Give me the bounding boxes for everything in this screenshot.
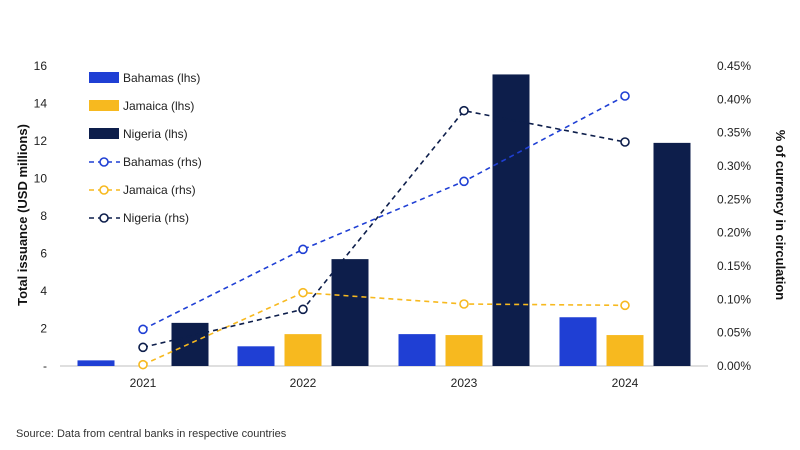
y-right-tick-label: 0.20% <box>717 226 751 240</box>
bar-bahamas-2022 <box>237 346 275 366</box>
y-right-tick-label: 0.10% <box>717 292 751 306</box>
y-axis-left-label: Total issuance (USD millions) <box>15 124 30 306</box>
bar-bahamas-2021 <box>77 360 115 366</box>
legend-label: Jamaica (lhs) <box>123 99 194 113</box>
legend-label: Nigeria (lhs) <box>123 127 188 141</box>
legend-label: Bahamas (rhs) <box>123 155 202 169</box>
point-bahamas-2021 <box>138 324 148 335</box>
point-jamaica-2022 <box>298 287 308 298</box>
y-right-tick-label: 0.40% <box>717 92 751 106</box>
point-nigeria-2024 <box>620 137 630 147</box>
source-note: Source: Data from central banks in respe… <box>16 428 287 440</box>
y-left-tick-label: 14 <box>34 97 48 111</box>
legend-label: Jamaica (rhs) <box>123 183 196 197</box>
y-left-tick-label: - <box>43 359 47 373</box>
point-nigeria-2022 <box>298 304 308 315</box>
y-left-tick-label: 2 <box>40 322 47 336</box>
line-nigeria <box>142 109 626 349</box>
point-bahamas-2022 <box>298 244 308 255</box>
point-nigeria-2021 <box>138 342 148 353</box>
legend-swatch-bar-bahamas <box>89 72 119 83</box>
x-tick-label: 2021 <box>130 376 157 390</box>
y-right-tick-label: 0.15% <box>717 259 751 273</box>
legend-marker-jamaica <box>99 185 109 195</box>
y-left-tick-label: 6 <box>40 247 47 261</box>
y-axis-right-label: % of currency in circulation <box>773 130 788 301</box>
y-left-tick-label: 4 <box>40 284 47 298</box>
bar-nigeria-2023 <box>492 74 530 366</box>
y-right-tick-label: 0.05% <box>717 326 751 340</box>
point-bahamas-2024 <box>620 91 630 101</box>
bar-nigeria-2022 <box>331 259 369 366</box>
x-tick-label: 2023 <box>451 376 478 390</box>
y-right-tick-label: 0.45% <box>717 59 751 73</box>
bar-nigeria-2024 <box>653 142 691 366</box>
y-left-tick-label: 16 <box>34 59 48 73</box>
legend-swatch-bar-jamaica <box>89 100 119 111</box>
legend-marker-bahamas <box>99 157 109 167</box>
lines <box>138 91 630 370</box>
left-axis-ticks: - 2 4 6 8 10 12 14 16 <box>34 59 48 373</box>
point-nigeria-2023 <box>459 105 469 116</box>
x-tick-label: 2022 <box>290 376 317 390</box>
point-jamaica-2024 <box>620 300 630 311</box>
x-tick-label: 2024 <box>612 376 639 390</box>
bar-jamaica-2024 <box>606 335 644 366</box>
point-jamaica-2021 <box>138 359 148 370</box>
x-axis-labels: 2021 2022 2023 2024 <box>130 376 639 390</box>
y-right-tick-label: 0.25% <box>717 192 751 206</box>
y-left-tick-label: 8 <box>40 209 47 223</box>
line-bahamas <box>142 95 626 331</box>
legend-label: Bahamas (lhs) <box>123 71 200 85</box>
bar-jamaica-2023 <box>445 335 483 366</box>
legend-marker-nigeria <box>99 213 109 223</box>
y-left-tick-label: 12 <box>34 134 48 148</box>
bar-bahamas-2024 <box>559 317 597 366</box>
line-jamaica <box>142 291 626 366</box>
bars <box>77 74 691 366</box>
legend-label: Nigeria (rhs) <box>123 211 189 225</box>
y-right-tick-label: 0.00% <box>717 359 751 373</box>
bar-jamaica-2022 <box>284 334 322 366</box>
bar-nigeria-2021 <box>171 322 209 366</box>
legend-swatch-bar-nigeria <box>89 128 119 139</box>
bar-bahamas-2023 <box>398 334 436 366</box>
legend: Bahamas (lhs) Jamaica (lhs) Nigeria (lhs) B… <box>89 71 202 225</box>
y-left-tick-label: 10 <box>34 172 48 186</box>
point-jamaica-2023 <box>459 299 469 309</box>
y-right-tick-label: 0.35% <box>717 126 751 140</box>
y-right-tick-label: 0.30% <box>717 159 751 173</box>
point-bahamas-2023 <box>459 176 469 187</box>
right-axis-ticks: 0.00% 0.05% 0.10% 0.15% 0.20% 0.25% 0.30% 0.35%… <box>717 59 751 373</box>
